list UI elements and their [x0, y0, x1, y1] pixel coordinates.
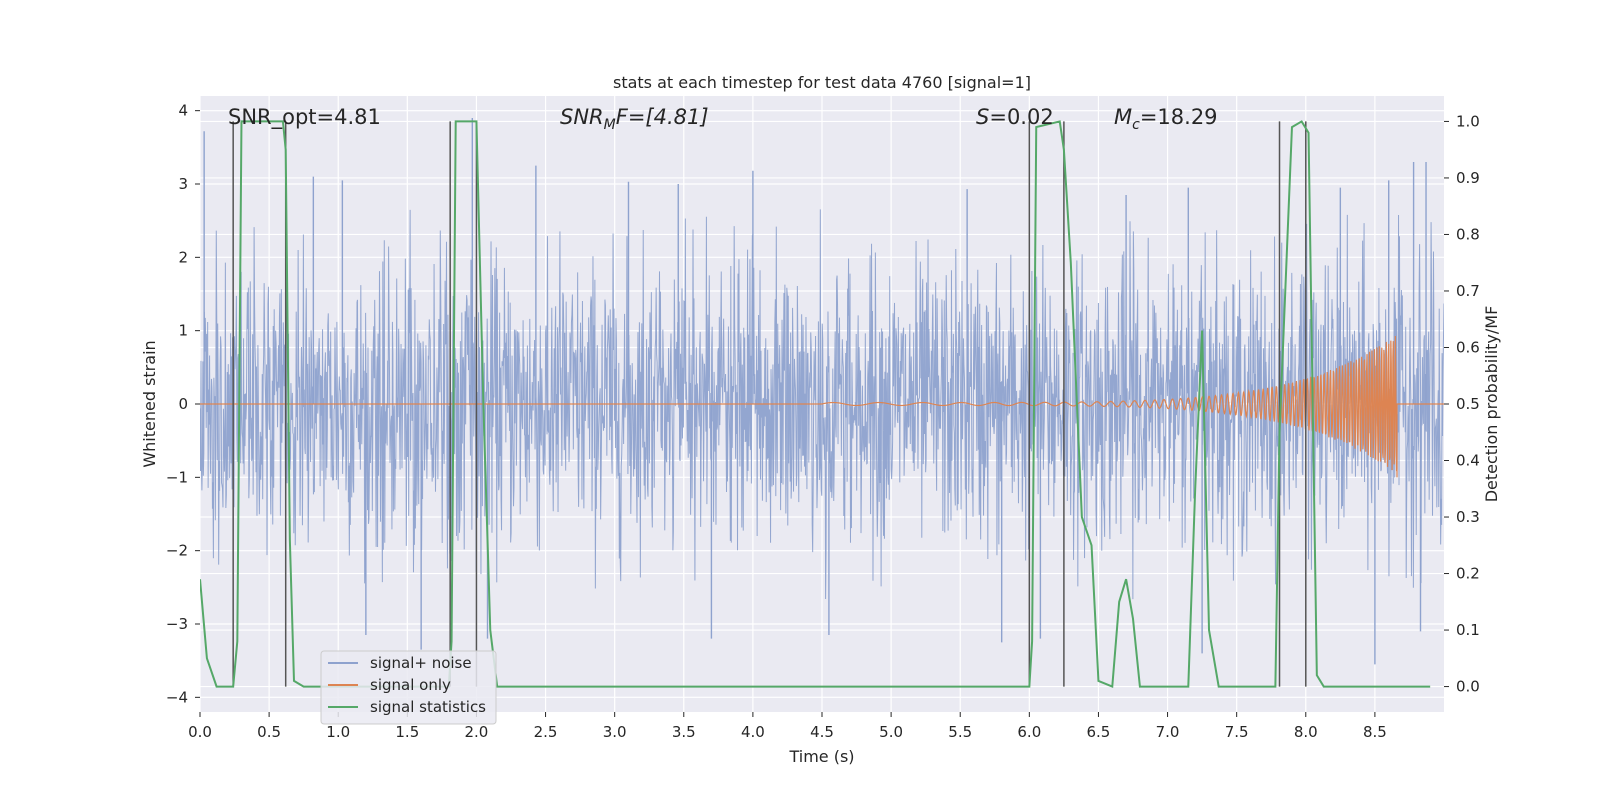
y-tick-label: 2 [178, 248, 188, 266]
y2-tick-label: 0.2 [1456, 565, 1480, 583]
x-tick-label: 5.0 [879, 723, 903, 741]
y-tick-label: 0 [178, 395, 188, 413]
y-tick-label: −2 [166, 542, 188, 560]
y-tick-label: 1 [178, 322, 188, 340]
legend-label-noise: signal+ noise [370, 654, 472, 672]
x-tick-label: 6.5 [1087, 723, 1111, 741]
s-tail: =0.02 [989, 105, 1053, 129]
x-tick-label: 8.0 [1294, 723, 1318, 741]
s-annotation: S=0.02 [976, 105, 1054, 129]
y2-tick-label: 0.8 [1456, 225, 1480, 243]
y2-tick-label: 0.7 [1456, 282, 1480, 300]
y2-axis-ticks: 0.0 0.1 0.2 0.3 0.4 0.5 0.6 0.7 0.8 0.9 1.0 [1444, 112, 1480, 696]
signal-noise-series [200, 118, 1444, 665]
legend: signal+ noise signal only signal statist… [320, 650, 497, 725]
x-axis-ticks: 0.0 0.5 1.0 1.5 2.0 2.5 3.0 3.5 4.0 4.5 5.0 5.5 6.0 6… [188, 712, 1387, 741]
signal-statistics-series [200, 120, 1431, 689]
x-tick-label: 4.0 [741, 723, 765, 741]
y2-tick-label: 1.0 [1456, 112, 1480, 130]
x-tick-label: 7.0 [1156, 723, 1180, 741]
y-axis-label: Whitened strain [140, 340, 159, 467]
snr-mf-sub: M [604, 117, 616, 133]
signal-only-series [200, 335, 1444, 478]
x-tick-label: 5.5 [948, 723, 972, 741]
mc-sub: c [1132, 117, 1140, 133]
y2-axis-label: Detection probability/MF [1482, 306, 1501, 503]
mc-main: M [1114, 105, 1132, 129]
y-axis-ticks: −4 −3 −2 −1 0 1 2 3 4 [166, 102, 200, 706]
x-tick-label: 7.5 [1225, 723, 1249, 741]
x-tick-label: 3.0 [603, 723, 627, 741]
mc-tail: =18.29 [1140, 105, 1218, 129]
snr-opt-annotation: SNR_opt=4.81 [228, 105, 381, 130]
x-tick-label: 1.0 [326, 723, 350, 741]
legend-box [320, 650, 497, 725]
y2-tick-label: 0.1 [1456, 621, 1480, 639]
chirp-trace [200, 335, 1444, 478]
y2-tick-label: 0.9 [1456, 169, 1480, 187]
noise-trace [200, 209, 1444, 600]
legend-label-stats: signal statistics [370, 698, 486, 716]
mc-annotation: Mc=18.29 [1114, 105, 1218, 133]
y2-tick-label: 0.5 [1456, 395, 1480, 413]
statistics-trace [200, 120, 1431, 689]
y2-tick-label: 0.6 [1456, 338, 1480, 356]
y-tick-label: 4 [178, 102, 188, 120]
snr-mf-tail: F=[4.81] [616, 105, 709, 129]
y2-tick-label: 0.3 [1456, 508, 1480, 526]
snr-mf-annotation: SNRMF=[4.81] [560, 105, 709, 133]
s-var: S [976, 105, 989, 129]
x-tick-label: 1.5 [395, 723, 419, 741]
x-axis-label: Time (s) [788, 747, 854, 766]
x-tick-label: 2.5 [534, 723, 558, 741]
x-tick-label: 0.0 [188, 723, 212, 741]
x-tick-label: 8.5 [1363, 723, 1387, 741]
y-tick-label: 3 [178, 175, 188, 193]
x-tick-label: 2.0 [465, 723, 489, 741]
x-tick-label: 0.5 [257, 723, 281, 741]
chart-title: stats at each timestep for test data 476… [613, 73, 1031, 92]
y-tick-label: −4 [166, 688, 188, 706]
y-tick-label: −1 [166, 468, 188, 486]
snr-mf-main: SNR [560, 105, 604, 129]
legend-label-signal: signal only [370, 676, 451, 694]
x-tick-label: 6.0 [1017, 723, 1041, 741]
x-tick-label: 4.5 [810, 723, 834, 741]
x-tick-label: 3.5 [672, 723, 696, 741]
y2-tick-label: 0.0 [1456, 678, 1480, 696]
y-tick-label: −3 [166, 615, 188, 633]
y2-tick-label: 0.4 [1456, 452, 1480, 470]
